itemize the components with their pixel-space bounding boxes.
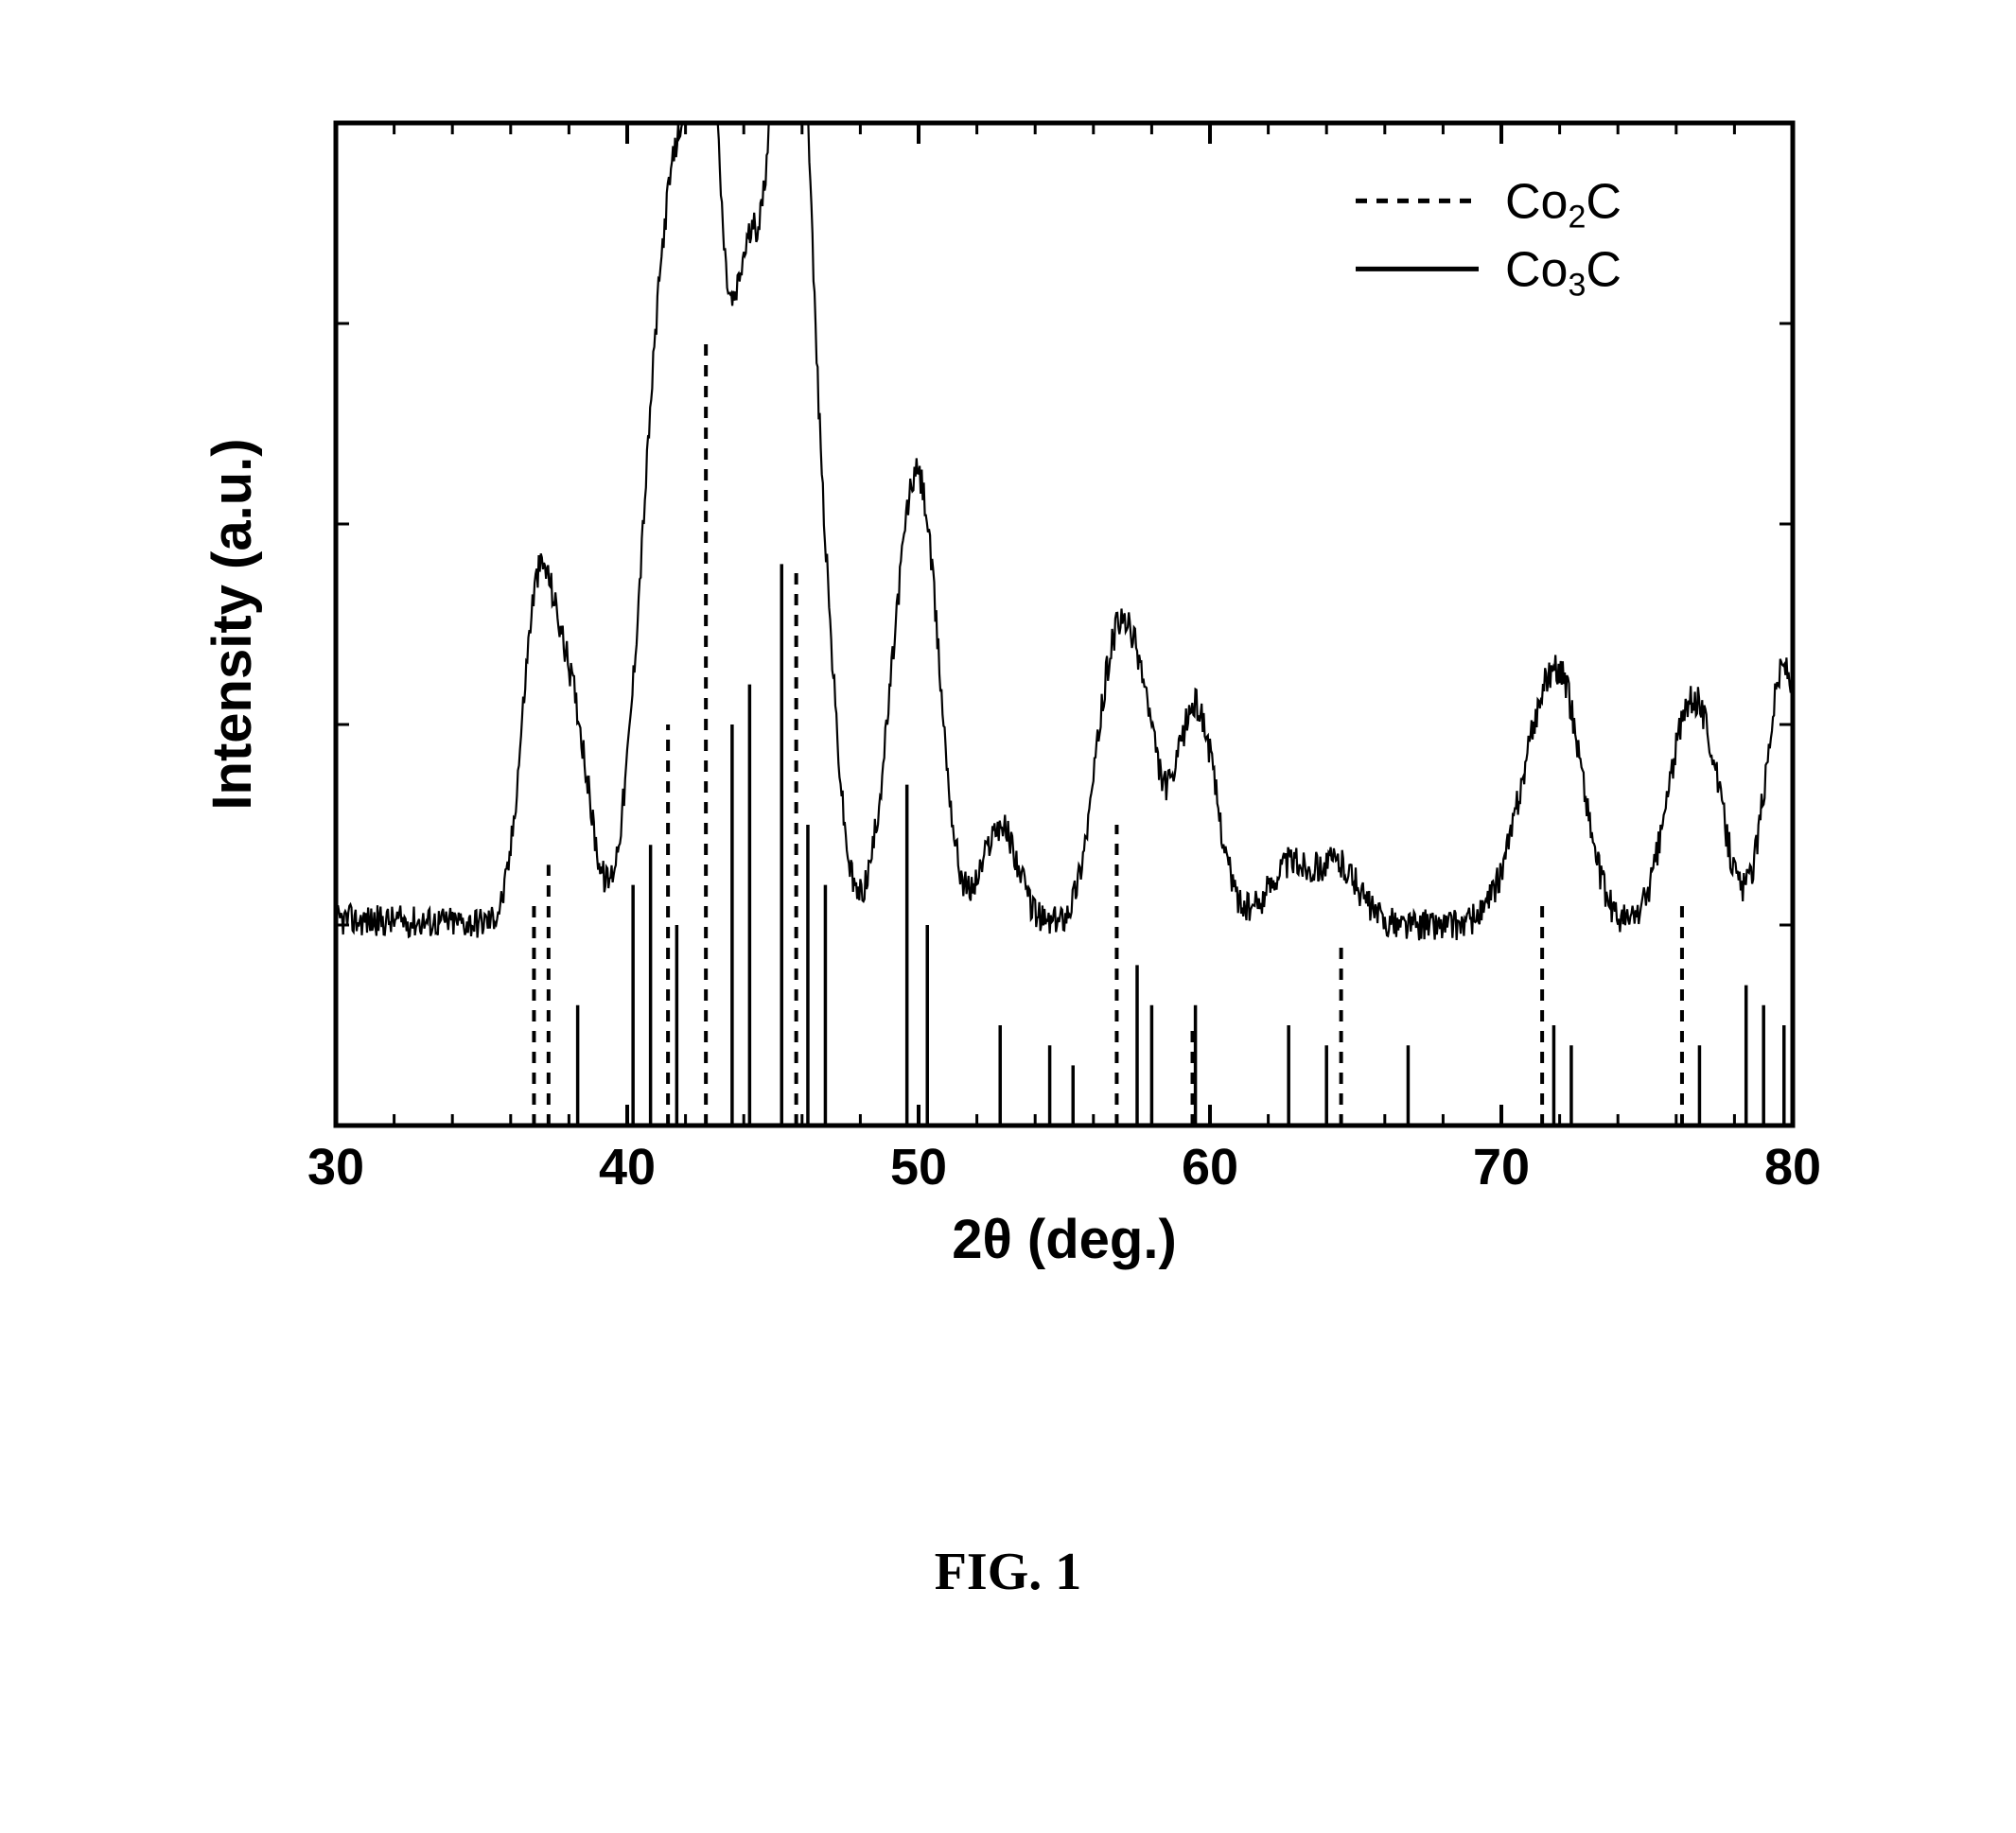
svg-text:2θ (deg.): 2θ (deg.) [952,1209,1177,1270]
svg-text:70: 70 [1473,1139,1530,1196]
svg-text:Co3C: Co3C [1505,242,1622,303]
page: 30 40 50 60 70 80 2θ (deg.) Intensity (a.u.) Co2… [0,0,2016,1833]
svg-text:40: 40 [599,1139,656,1196]
svg-text:80: 80 [1764,1139,1821,1196]
svg-text:50: 50 [890,1139,947,1196]
svg-text:Co2C: Co2C [1505,174,1622,235]
svg-text:30: 30 [307,1139,364,1196]
xrd-chart: 30 40 50 60 70 80 2θ (deg.) Intensity (a.u.) Co2… [194,104,1821,1286]
chart-svg: 30 40 50 60 70 80 2θ (deg.) Intensity (a.u.) Co2… [194,104,1821,1286]
svg-text:60: 60 [1182,1139,1238,1196]
svg-text:Intensity (a.u.): Intensity (a.u.) [202,438,263,810]
figure-caption: FIG. 1 [0,1542,2016,1602]
